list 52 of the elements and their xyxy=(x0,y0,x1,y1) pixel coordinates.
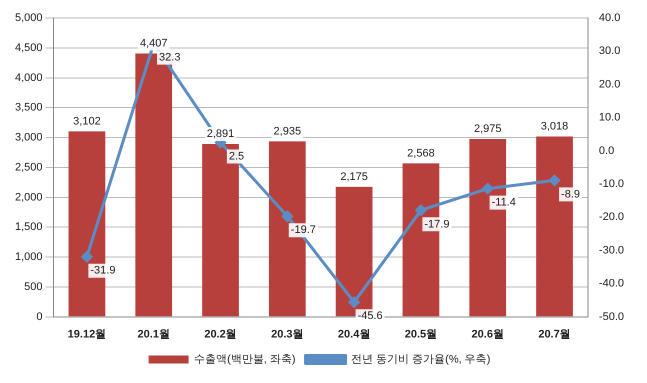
y-tick-label: 1,500 xyxy=(14,221,43,234)
data-label: 32.3 xyxy=(159,52,180,64)
data-label: -8.9 xyxy=(561,188,580,200)
data-label: -31.9 xyxy=(90,264,116,277)
data-label: 2.5 xyxy=(228,150,244,163)
x-tick-label: 20.2월 xyxy=(204,328,237,340)
y2-tick-label: -50.0 xyxy=(598,310,624,323)
y2-tick-label: 0.0 xyxy=(598,144,614,157)
y-tick-label: 500 xyxy=(24,280,43,293)
legend-label: 수출액(백만불, 좌축) xyxy=(194,354,296,366)
point xyxy=(282,210,293,222)
y2-tick-label: -40.0 xyxy=(598,278,624,290)
y2-tick-label: 30.0 xyxy=(598,45,620,58)
data-label: 3,018 xyxy=(540,120,568,132)
point xyxy=(348,296,360,308)
y-tick-label: 5,000 xyxy=(14,12,43,24)
y-tick-label: 3,000 xyxy=(14,132,43,144)
y-tick-label: 3,500 xyxy=(14,102,43,114)
data-label: 2,175 xyxy=(340,170,368,183)
x-tick-label: 20.4월 xyxy=(338,328,370,340)
y-tick-label: 1,000 xyxy=(14,251,43,264)
y-tick-label: 0 xyxy=(36,310,43,323)
data-label: -19.7 xyxy=(290,224,316,236)
x-tick-label: 20.3월 xyxy=(271,328,304,340)
data-label: 3,102 xyxy=(73,115,101,128)
data-label: -11.4 xyxy=(492,196,516,209)
data-label: -45.6 xyxy=(358,310,383,322)
point xyxy=(549,174,560,186)
y-tick-label: 4,000 xyxy=(14,72,43,84)
y2-tick-label: -20.0 xyxy=(598,211,624,224)
data-label: 2,891 xyxy=(206,128,234,140)
x-tick-label: 20.6월 xyxy=(472,328,504,340)
y2-tick-label: -30.0 xyxy=(598,244,624,256)
point xyxy=(415,204,426,216)
x-tick-label: 20.5월 xyxy=(404,328,438,340)
point xyxy=(81,251,92,262)
y-tick-label: 4,500 xyxy=(14,42,43,54)
x-tick-label: 20.7월 xyxy=(538,328,571,340)
data-label: -17.9 xyxy=(424,218,450,230)
y2-tick-label: 10.0 xyxy=(598,112,620,124)
x-tick-label: 20.1월 xyxy=(138,328,170,340)
legend-label: 전년 동기비 증가율(%, 우축) xyxy=(351,354,490,366)
y2-tick-label: 20.0 xyxy=(598,78,620,90)
y2-tick-label: -10.0 xyxy=(598,178,624,190)
y-tick-label: 2,500 xyxy=(14,161,43,174)
data-label: 2,975 xyxy=(474,123,502,136)
point xyxy=(482,183,494,194)
data-label: 2,935 xyxy=(274,125,302,138)
x-tick-label: 19.12월 xyxy=(68,328,106,340)
y2-tick-label: 40.0 xyxy=(598,12,620,24)
y-tick-label: 2,000 xyxy=(14,191,43,204)
data-label: 2,568 xyxy=(407,147,435,160)
